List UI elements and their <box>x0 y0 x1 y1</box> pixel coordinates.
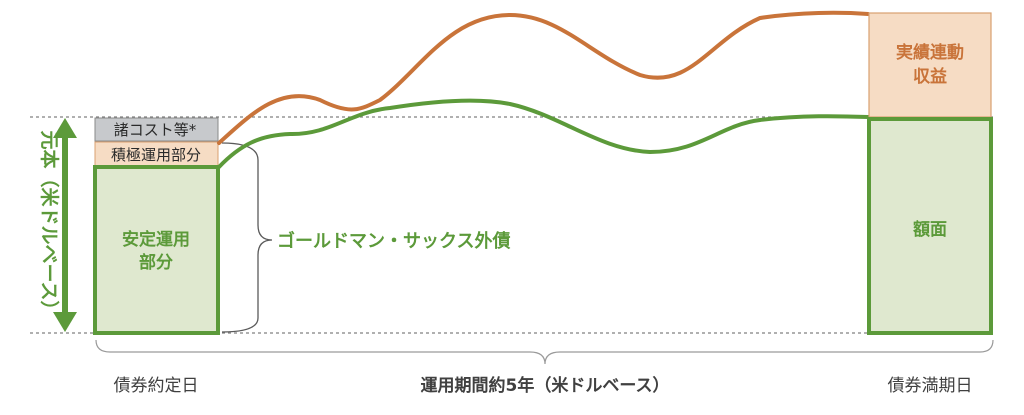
performance-label-line1: 実績連動 <box>896 42 964 63</box>
period-brace <box>95 339 994 365</box>
performance-curve <box>217 10 870 145</box>
bond-brace <box>221 142 273 333</box>
active-part-box <box>94 141 219 168</box>
costs-box <box>94 117 219 142</box>
performance-label-line2: 収益 <box>913 66 947 87</box>
stable-part-label-line1: 安定運用 <box>122 229 190 250</box>
principal-label: 元本（米ドルベース） <box>38 130 61 319</box>
bond-value-curve <box>217 98 870 169</box>
maturity-date-label: 債券満期日 <box>888 376 973 396</box>
start-date-label: 債券約定日 <box>114 376 199 396</box>
performance-box <box>868 12 992 118</box>
stable-part-label-line2: 部分 <box>139 252 173 273</box>
principal-arrow <box>53 118 77 332</box>
active-part-label: 積極運用部分 <box>111 146 201 164</box>
face-value-label: 額面 <box>912 219 947 240</box>
costs-label: 諸コスト等* <box>114 121 197 139</box>
face-value-box <box>867 117 993 335</box>
stable-part-box <box>93 165 220 335</box>
bond-name-label: ゴールドマン・サックス外債 <box>277 230 510 252</box>
period-label: 運用期間約5年（米ドルベース） <box>421 375 670 396</box>
